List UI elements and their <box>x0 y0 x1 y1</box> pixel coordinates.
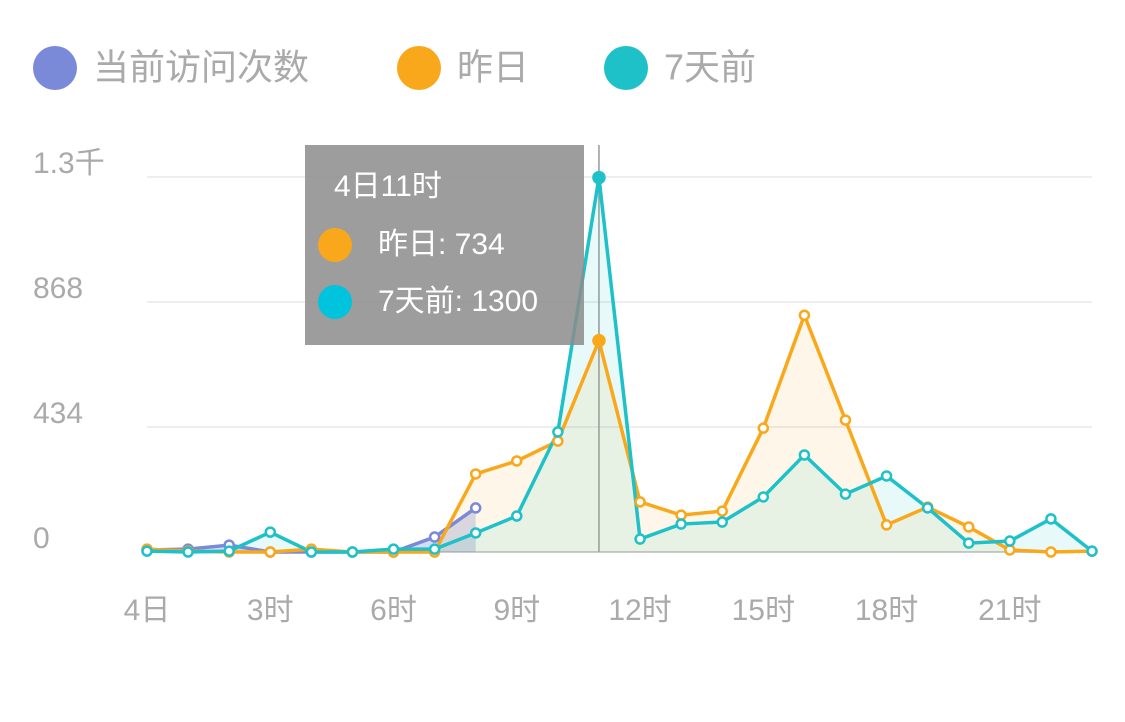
point <box>552 426 564 438</box>
tooltip-swatch <box>318 228 352 262</box>
x-tick-label: 12时 <box>608 594 671 627</box>
x-tick-label: 21时 <box>978 594 1041 627</box>
point <box>1086 545 1098 557</box>
tooltip-label: 7天前: 1300 <box>378 285 538 318</box>
point <box>141 545 153 557</box>
point <box>387 543 400 555</box>
legend-swatch <box>604 46 648 90</box>
point <box>716 505 728 517</box>
x-tick-label: 9时 <box>493 594 540 627</box>
point <box>962 521 975 533</box>
point <box>264 546 277 558</box>
point <box>757 422 770 434</box>
point <box>469 527 482 539</box>
point <box>469 502 482 514</box>
tooltip-label: 昨日: 734 <box>378 228 505 261</box>
point <box>592 170 606 185</box>
point <box>839 414 852 426</box>
x-tick-label: 6时 <box>370 594 417 627</box>
tooltip-title: 4日11时 <box>334 170 442 203</box>
point <box>675 518 687 530</box>
point <box>1045 546 1057 558</box>
point <box>305 546 318 558</box>
point <box>182 546 194 558</box>
point <box>346 546 359 558</box>
point <box>921 502 934 514</box>
point <box>716 516 728 528</box>
point <box>511 455 523 467</box>
point <box>757 491 770 503</box>
x-tick-label: 4日 <box>124 594 171 627</box>
point <box>223 545 235 557</box>
legend-label: 当前访问次数 <box>93 47 309 88</box>
point <box>469 468 482 480</box>
y-tick-label: 0 <box>33 522 50 555</box>
line <box>146 177 1094 554</box>
point <box>962 537 975 549</box>
point <box>634 533 646 545</box>
point <box>634 496 646 508</box>
legend-swatch <box>33 46 77 90</box>
point <box>1004 544 1016 556</box>
x-tick-label: 15时 <box>732 594 795 627</box>
point <box>798 449 811 461</box>
point <box>552 435 564 447</box>
legend-label: 7天前 <box>664 47 756 88</box>
point <box>839 488 852 500</box>
legend-label: 昨日 <box>457 47 529 88</box>
y-tick-label: 434 <box>33 397 83 430</box>
x-tick-label: 18时 <box>855 594 918 627</box>
y-tick-label: 1.3千 <box>33 147 105 180</box>
tooltip-swatch <box>318 285 352 319</box>
x-tick-label: 3时 <box>247 594 294 627</box>
point <box>428 531 441 543</box>
point <box>511 510 523 522</box>
point <box>798 309 811 321</box>
legend-swatch <box>397 46 441 90</box>
point <box>428 543 441 555</box>
point <box>1004 535 1016 547</box>
point <box>1045 513 1057 525</box>
point <box>592 333 606 348</box>
y-tick-label: 868 <box>33 272 83 305</box>
point <box>264 526 277 538</box>
point <box>675 509 687 521</box>
point <box>880 470 893 482</box>
area <box>147 315 1092 552</box>
point <box>880 519 893 531</box>
